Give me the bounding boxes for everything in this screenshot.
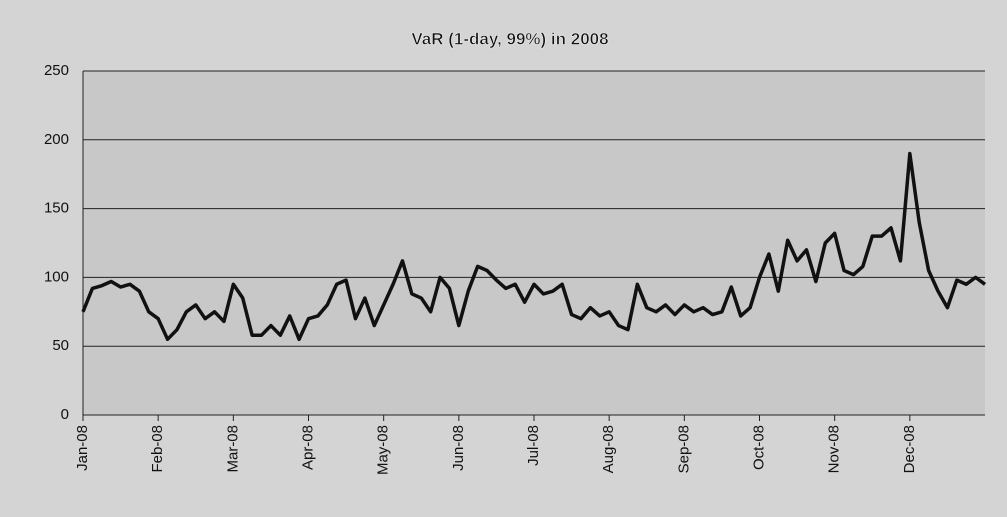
x-tick-label: May-08 (375, 425, 392, 475)
line (81, 151, 987, 342)
y-tick-label: 150 (44, 200, 69, 217)
y-tick-label: 50 (52, 337, 69, 354)
y-tick-label: 200 (44, 131, 69, 148)
x-tick-label: Jun-08 (450, 425, 467, 471)
x-tick-label: Dec-08 (901, 425, 918, 473)
x-tick-label: Feb-08 (149, 425, 166, 473)
y-tick-label: 0 (61, 406, 69, 423)
x-tick-label: Nov-08 (826, 425, 843, 473)
plot-area (83, 71, 985, 415)
x-tick-label: Aug-08 (600, 425, 617, 473)
y-tick-label: 250 (44, 62, 69, 79)
x-tick-label: Jul-08 (525, 425, 542, 466)
chart-title: VaR (1-day, 99%) in 2008 (411, 29, 608, 48)
x-tick-label: Oct-08 (750, 425, 767, 470)
x-tick-label: Apr-08 (299, 425, 316, 470)
x-tick-label: Jan-08 (74, 425, 91, 471)
x-tick-label: Sep-08 (675, 425, 692, 473)
x-tick-label: Mar-08 (224, 425, 241, 473)
y-tick-label: 100 (44, 268, 69, 285)
